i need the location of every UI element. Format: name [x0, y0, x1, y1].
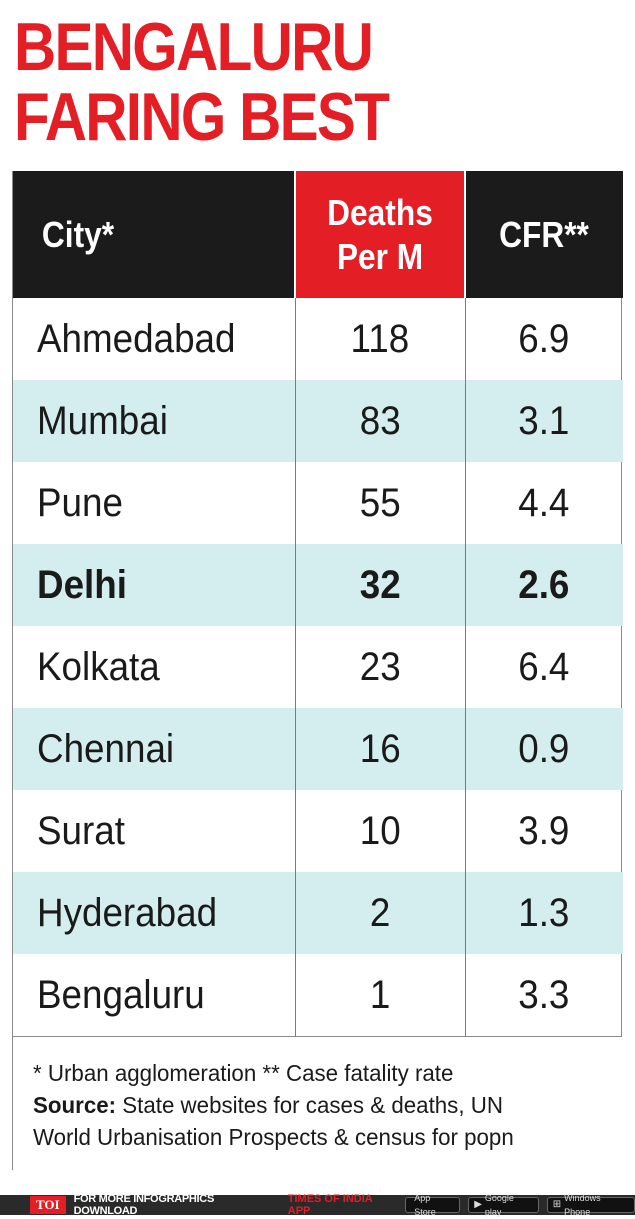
- data-table: City* Deaths Per M CFR** Ahmedabad 118 6.9…: [12, 171, 623, 1037]
- cell-city: Surat: [13, 790, 296, 872]
- cell-city: Mumbai: [13, 380, 296, 462]
- cell-deaths-per-m: 83: [294, 380, 466, 462]
- table-row: Bengaluru 1 3.3: [13, 954, 623, 1036]
- cell-city: Ahmedabad: [13, 298, 296, 380]
- cell-city: Chennai: [13, 708, 296, 790]
- table-row: Delhi 32 2.6: [13, 544, 623, 626]
- table-row: Ahmedabad 118 6.9: [13, 298, 623, 380]
- cell-cfr: 2.6: [464, 544, 623, 626]
- cell-deaths-per-m: 32: [294, 544, 466, 626]
- table-row: Hyderabad 2 1.3: [13, 872, 623, 954]
- source-note-cont: World Urbanisation Prospects & census fo…: [33, 1124, 514, 1150]
- cell-city: Kolkata: [13, 626, 296, 708]
- column-header-city: City*: [13, 171, 295, 298]
- table-row: Pune 55 4.4: [13, 462, 623, 544]
- cell-deaths-per-m: 16: [294, 708, 466, 790]
- cell-deaths-per-m: 10: [294, 790, 466, 872]
- cell-cfr: 3.1: [464, 380, 623, 462]
- cell-city: Pune: [13, 462, 296, 544]
- cell-cfr: 4.4: [464, 462, 623, 544]
- app-store-badge[interactable]: App Store: [405, 1193, 461, 1217]
- cell-deaths-per-m: 2: [294, 872, 466, 954]
- cell-cfr: 6.4: [464, 626, 623, 708]
- table-row: Surat 10 3.9: [13, 790, 623, 872]
- cell-deaths-per-m: 23: [294, 626, 466, 708]
- windows-icon: ⊞: [552, 1199, 562, 1210]
- column-header-deaths-per-m: Deaths Per M: [294, 171, 466, 298]
- toi-logo: TOI: [30, 1196, 66, 1214]
- google-play-badge[interactable]: ▶ Google play: [468, 1193, 539, 1217]
- table-row: Mumbai 83 3.1: [13, 380, 623, 462]
- cell-cfr: 3.3: [464, 954, 623, 1036]
- cell-cfr: 6.9: [464, 298, 623, 380]
- cell-deaths-per-m: 118: [294, 298, 466, 380]
- footer-app-name[interactable]: TIMES OF INDIA APP: [287, 1193, 373, 1217]
- cell-cfr: 3.9: [464, 790, 623, 872]
- cell-city: Hyderabad: [13, 872, 296, 954]
- title-line-1: BENGALURU: [14, 9, 374, 85]
- cell-cfr: 1.3: [464, 872, 623, 954]
- source-note: Source: State websites for cases & death…: [33, 1092, 503, 1118]
- footer-bar: TOI FOR MORE INFOGRAPHICS DOWNLOAD TIMES…: [0, 1193, 635, 1217]
- play-icon: ▶: [474, 1199, 482, 1210]
- cell-city: Delhi: [13, 544, 296, 626]
- footer-message: FOR MORE INFOGRAPHICS DOWNLOAD: [73, 1193, 215, 1217]
- cell-city: Bengaluru: [13, 954, 296, 1036]
- table-row: Chennai 16 0.9: [13, 708, 623, 790]
- title-line-2: FARING BEST: [14, 79, 390, 155]
- cell-cfr: 0.9: [464, 708, 623, 790]
- table-row: Kolkata 23 6.4: [13, 626, 623, 708]
- column-header-cfr: CFR**: [465, 171, 623, 298]
- cell-deaths-per-m: 55: [294, 462, 466, 544]
- table-header-row: City* Deaths Per M CFR**: [13, 171, 623, 298]
- chart-title: BENGALURU FARING BEST: [14, 9, 390, 155]
- windows-phone-badge[interactable]: ⊞ Windows Phone: [546, 1193, 635, 1217]
- footnotes: * Urban agglomeration ** Case fatality r…: [12, 1037, 622, 1170]
- cell-deaths-per-m: 1: [294, 954, 466, 1036]
- footnote: * Urban agglomeration ** Case fatality r…: [33, 1060, 454, 1086]
